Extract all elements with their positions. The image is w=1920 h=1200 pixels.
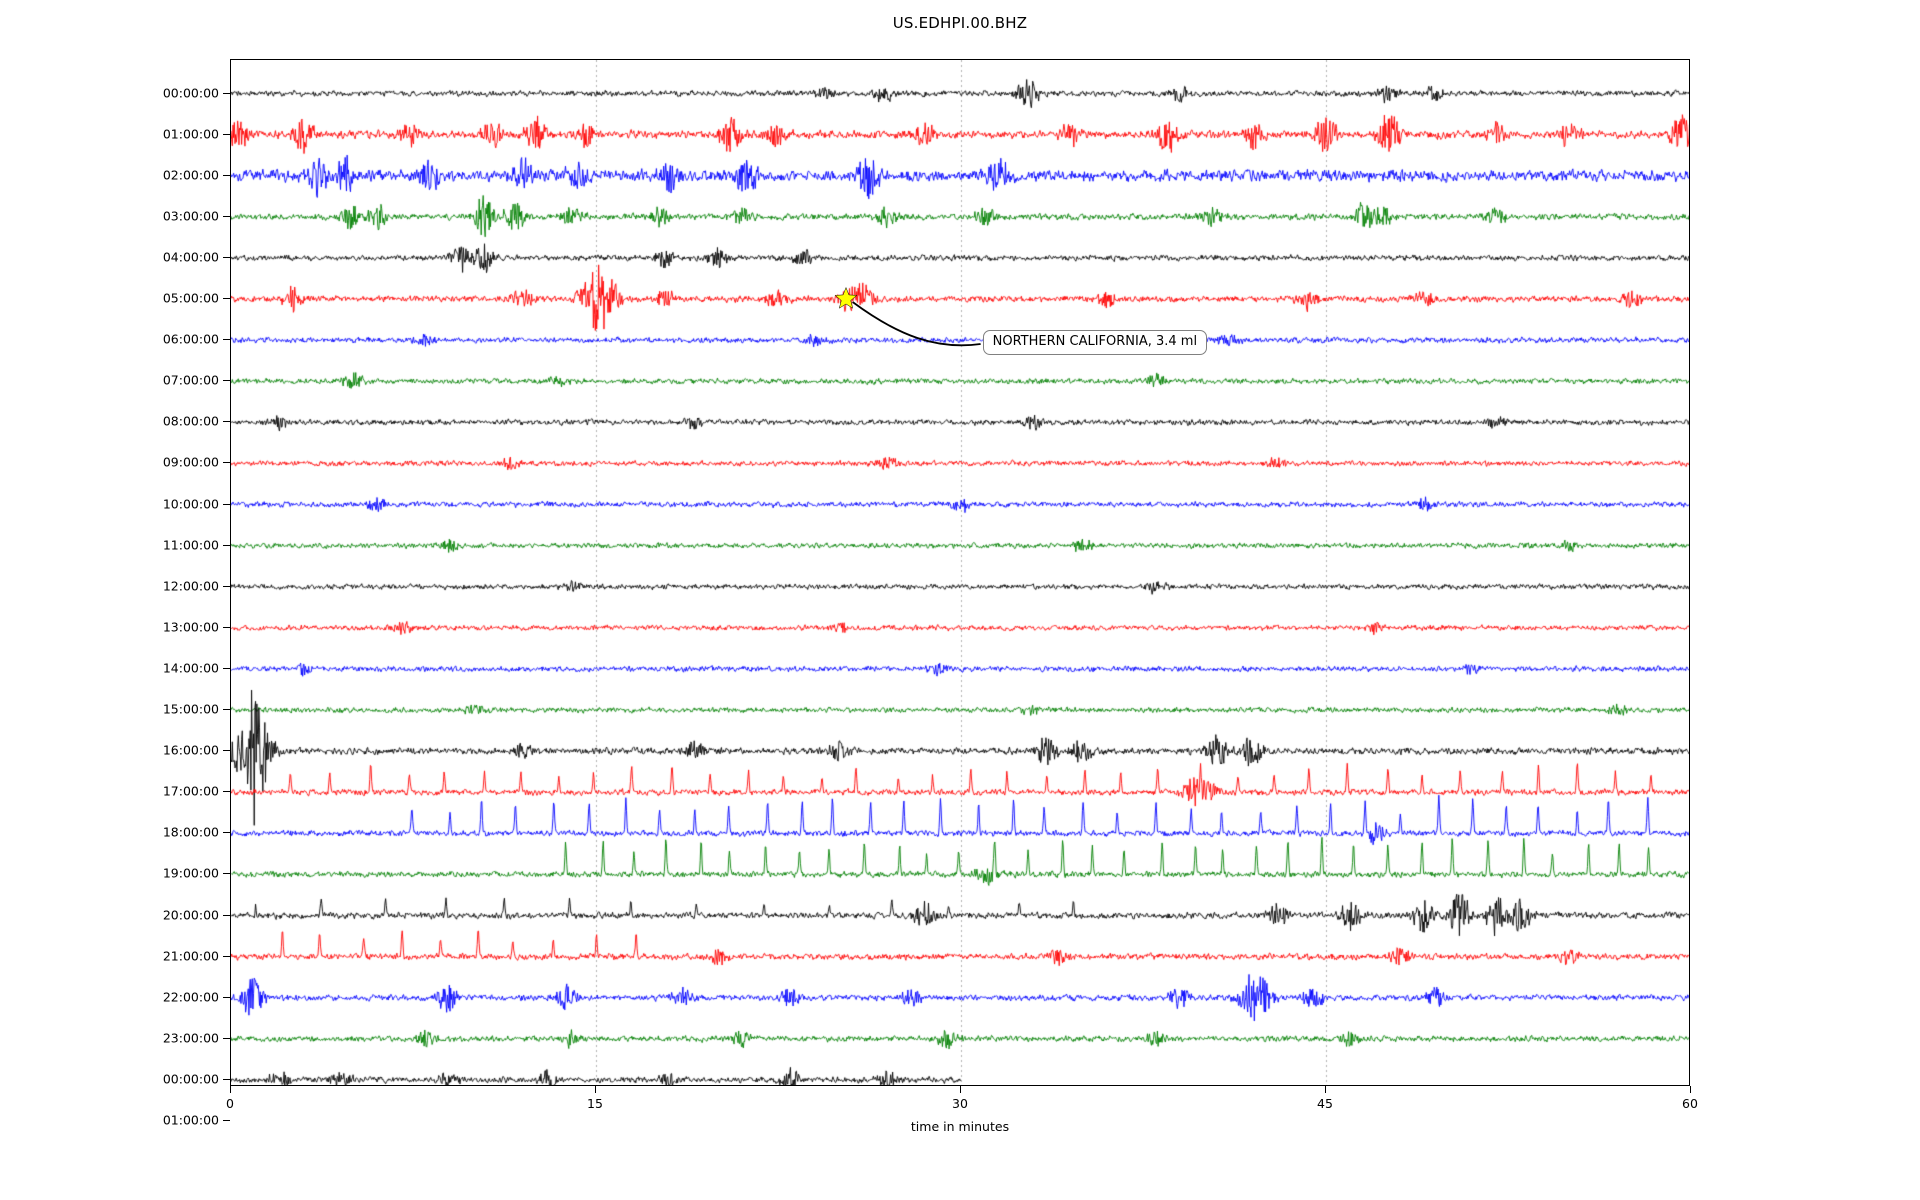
- seismic-traces-canvas: [231, 60, 1689, 1085]
- x-axis-tick-mark: [960, 1086, 961, 1093]
- y-axis-tick-label: 11:00:00: [162, 537, 219, 553]
- y-axis-tick-label: 08:00:00: [162, 413, 219, 429]
- y-axis-tick-label: 04:00:00: [162, 249, 219, 265]
- y-axis-tick-label: 22:00:00: [162, 989, 219, 1005]
- x-axis-tick-mark: [1325, 1086, 1326, 1093]
- y-axis-tick-label: 15:00:00: [162, 701, 219, 717]
- y-axis-tick-mark: [223, 873, 230, 874]
- y-axis-tick-mark: [223, 380, 230, 381]
- y-axis-tick-mark: [223, 1038, 230, 1039]
- y-axis-tick-mark: [223, 175, 230, 176]
- page-title: US.EDHPI.00.BHZ: [892, 14, 1028, 32]
- y-axis-tick-label: 18:00:00: [162, 824, 219, 840]
- x-axis-tick-mark: [595, 1086, 596, 1093]
- y-axis-tick-mark: [223, 134, 230, 135]
- y-axis-tick-label: 00:00:00: [162, 85, 219, 100]
- y-axis-tick-mark: [223, 791, 230, 792]
- y-axis-tick-label: 10:00:00: [162, 496, 219, 511]
- y-axis-tick-mark: [223, 750, 230, 751]
- x-axis-tick-label: 60: [1682, 1096, 1698, 1111]
- y-axis-tick-label: 12:00:00: [162, 578, 219, 594]
- y-axis-tick-label: 13:00:00: [162, 619, 219, 635]
- y-axis-tick-mark: [223, 462, 230, 463]
- x-axis-label: time in minutes: [910, 1119, 1010, 1134]
- y-axis-tick-mark: [223, 298, 230, 299]
- y-axis-tick-label: 14:00:00: [162, 660, 219, 676]
- y-axis-tick-mark: [223, 339, 230, 340]
- y-axis-tick-label: 07:00:00: [162, 372, 219, 388]
- x-axis-tick-label: 15: [587, 1096, 603, 1111]
- y-axis-tick-label: 01:00:00: [162, 126, 219, 142]
- y-axis-tick-mark: [223, 1120, 230, 1121]
- y-axis-tick-label: 16:00:00: [162, 742, 219, 758]
- y-axis-tick-mark: [223, 421, 230, 422]
- y-axis-tick-label: 09:00:00: [162, 454, 219, 470]
- y-axis-tick-mark: [223, 504, 230, 505]
- y-axis-tick-mark: [223, 586, 230, 587]
- y-axis-tick-label: 03:00:00: [162, 208, 219, 224]
- event-annotation-label: NORTHERN CALIFORNIA, 3.4 ml: [982, 330, 1208, 356]
- y-axis-tick-mark: [223, 915, 230, 916]
- x-axis-tick-label: 0: [226, 1096, 234, 1111]
- x-axis-tick-mark: [1690, 1086, 1691, 1093]
- plot-area: [230, 59, 1690, 1086]
- y-axis-tick-label: 06:00:00: [162, 331, 219, 347]
- y-axis-tick-label: 02:00:00: [162, 167, 219, 183]
- y-axis-tick-label: 17:00:00: [162, 783, 219, 799]
- y-axis-tick-mark: [223, 93, 230, 94]
- y-axis-tick-mark: [223, 257, 230, 258]
- y-axis-tick-mark: [223, 997, 230, 998]
- y-axis-tick-mark: [223, 545, 230, 546]
- y-axis-tick-mark: [223, 1079, 230, 1080]
- y-axis-tick-mark: [223, 216, 230, 217]
- y-axis-tick-label: 01:00:00: [162, 1112, 219, 1128]
- y-axis-tick-mark: [223, 956, 230, 957]
- y-axis-tick-mark: [223, 668, 230, 669]
- y-axis-tick-label: 05:00:00: [162, 290, 219, 306]
- x-axis-tick-label: 45: [1317, 1096, 1333, 1111]
- y-axis-tick-label: 20:00:00: [162, 907, 219, 922]
- y-axis-tick-label: 00:00:00: [162, 1071, 219, 1087]
- x-axis-tick-mark: [230, 1086, 231, 1093]
- x-axis-tick-label: 30: [952, 1096, 968, 1111]
- y-axis-tick-label: 19:00:00: [162, 865, 219, 881]
- y-axis-tick-mark: [223, 832, 230, 833]
- y-axis-tick-label: 21:00:00: [162, 948, 219, 964]
- y-axis-tick-label: 23:00:00: [162, 1030, 219, 1046]
- y-axis-tick-mark: [223, 627, 230, 628]
- y-axis-tick-mark: [223, 709, 230, 710]
